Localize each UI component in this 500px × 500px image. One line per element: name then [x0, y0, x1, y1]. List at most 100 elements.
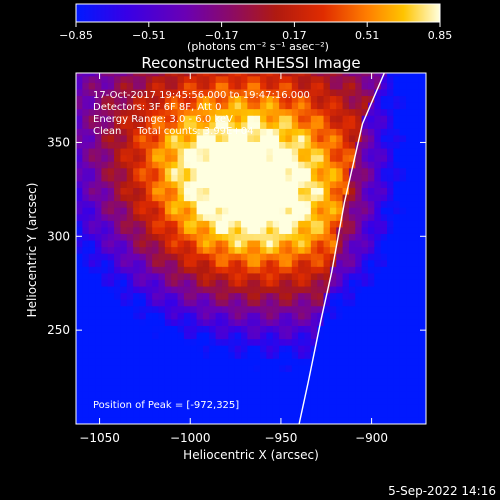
heatmap-cell — [228, 364, 236, 372]
heatmap-cell — [380, 121, 388, 129]
heatmap-cell — [95, 102, 102, 110]
heatmap-cell — [247, 364, 255, 372]
heatmap-cell — [82, 253, 90, 261]
heatmap-cell — [317, 272, 325, 280]
heatmap-cell — [209, 141, 217, 149]
heatmap-cell — [342, 82, 350, 90]
heatmap-cell — [202, 312, 210, 320]
heatmap-cell — [336, 220, 344, 228]
heatmap-cell — [101, 148, 109, 156]
heatmap-cell — [209, 108, 217, 116]
heatmap-cell — [221, 397, 229, 405]
heatmap-cell — [266, 134, 274, 143]
heatmap-cell — [374, 272, 382, 280]
heatmap-cell — [152, 73, 160, 77]
heatmap-cell — [348, 73, 356, 77]
heatmap-cell — [76, 417, 83, 424]
heatmap-cell — [101, 378, 109, 386]
heatmap-cell — [342, 325, 350, 333]
heatmap-cell — [158, 246, 166, 254]
heatmap-cell — [88, 213, 96, 221]
heatmap-cell — [82, 312, 90, 320]
heatmap-cell — [342, 108, 350, 116]
heatmap-cell — [164, 128, 172, 136]
heatmap-cell — [260, 404, 267, 412]
heatmap-cell — [202, 378, 210, 386]
heatmap-cell — [228, 134, 236, 143]
heatmap-cell — [329, 338, 337, 346]
heatmap-cell — [367, 292, 375, 300]
heatmap-cell — [317, 121, 325, 129]
heatmap-cell — [215, 417, 223, 424]
heatmap-cell — [95, 141, 102, 149]
heatmap-cell — [76, 345, 83, 353]
heatmap-cell — [228, 95, 236, 103]
heatmap-cell — [393, 226, 401, 234]
heatmap-cell — [266, 75, 274, 83]
heatmap-cell — [139, 417, 147, 424]
heatmap-cell — [399, 358, 407, 366]
heatmap-cell — [221, 404, 229, 412]
heatmap-cell — [139, 115, 147, 123]
heatmap-cell — [336, 174, 344, 182]
heatmap-cell — [145, 187, 153, 195]
heatmap-cell — [95, 134, 102, 143]
heatmap-cell — [355, 253, 363, 261]
heatmap-cell — [177, 318, 185, 326]
heatmap-cell — [88, 82, 96, 90]
heatmap-cell — [139, 134, 147, 143]
heatmap-cell — [247, 305, 255, 313]
heatmap-cell — [336, 82, 344, 90]
heatmap-cell — [202, 154, 210, 162]
heatmap-cell — [228, 338, 236, 346]
heatmap-cell — [406, 141, 413, 149]
heatmap-cell — [342, 318, 350, 326]
heatmap-cell — [221, 364, 229, 372]
heatmap-cell — [228, 194, 236, 202]
heatmap-cell — [399, 345, 407, 353]
heatmap-cell — [387, 73, 394, 77]
heatmap-cell — [367, 351, 375, 359]
heatmap-cell — [164, 417, 172, 424]
heatmap-cell — [317, 351, 325, 359]
heatmap-cell — [190, 259, 198, 267]
heatmap-cell — [323, 279, 331, 287]
heatmap-cell — [336, 404, 344, 412]
heatmap-cell — [348, 417, 356, 424]
heatmap-cell — [82, 187, 90, 195]
heatmap-cell — [164, 134, 172, 143]
heatmap-cell — [196, 292, 204, 300]
heatmap-cell — [279, 246, 286, 254]
heatmap-cell — [253, 134, 261, 143]
heatmap-cell — [399, 318, 407, 326]
heatmap-cell — [107, 161, 115, 169]
heatmap-cell — [221, 279, 229, 287]
heatmap-cell — [209, 128, 217, 136]
heatmap-cell — [158, 292, 166, 300]
heatmap-cell — [215, 371, 223, 379]
heatmap-cell — [412, 378, 420, 386]
heatmap-cell — [139, 292, 147, 300]
heatmap-cell — [367, 378, 375, 386]
heatmap-cell — [253, 318, 261, 326]
heatmap-cell — [215, 233, 223, 241]
heatmap-cell — [241, 279, 248, 287]
heatmap-cell — [412, 134, 420, 143]
heatmap-cell — [266, 207, 274, 215]
heatmap-cell — [101, 102, 109, 110]
heatmap-cell — [348, 305, 356, 313]
heatmap-cell — [291, 397, 299, 405]
heatmap-cell — [260, 187, 267, 195]
heatmap-cell — [190, 410, 198, 418]
heatmap-cell — [152, 364, 160, 372]
heatmap-cell — [82, 371, 90, 379]
heatmap-cell — [253, 338, 261, 346]
heatmap-cell — [120, 358, 128, 366]
heatmap-cell — [114, 305, 121, 313]
heatmap-cell — [387, 318, 394, 326]
heatmap-cell — [380, 154, 388, 162]
heatmap-cell — [126, 220, 134, 228]
heatmap-cell — [323, 391, 331, 399]
heatmap-cell — [139, 82, 147, 90]
heatmap-cell — [291, 259, 299, 267]
